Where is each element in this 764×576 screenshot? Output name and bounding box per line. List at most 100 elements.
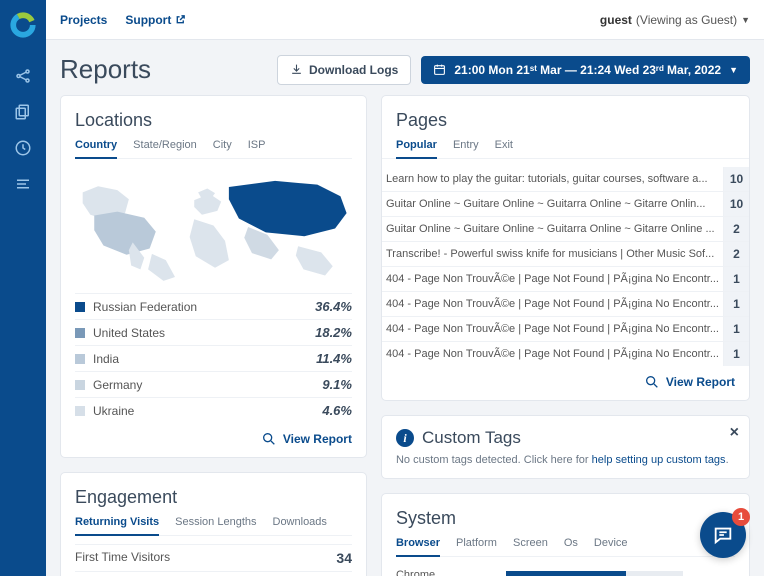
projects-link[interactable]: Projects [60,13,107,27]
app-logo[interactable] [10,12,36,38]
search-user-icon [644,374,660,390]
page-row[interactable]: 404 - Page Non TrouvÃ©e | Page Not Found… [382,317,749,342]
browser-label: Chrome [396,569,496,576]
system-title: System [396,508,735,529]
page-name: 404 - Page Non TrouvÃ©e | Page Not Found… [382,268,723,290]
location-pct: 11.4% [316,351,352,366]
date-range-text: 21:00 Mon 21ˢᵗ Mar — 21:24 Wed 23ʳᵈ Mar,… [454,63,721,77]
location-row[interactable]: Germany 9.1% [75,371,352,397]
engagement-title: Engagement [75,487,352,508]
tab-browser[interactable]: Browser [396,537,440,557]
color-swatch [75,380,85,390]
locations-panel: Locations Country State/Region City ISP [60,95,367,458]
engagement-panel: Engagement Returning Visits Session Leng… [60,472,367,576]
page-count: 10 [723,192,749,216]
tab-exit[interactable]: Exit [495,139,513,158]
location-pct: 36.4% [315,299,352,314]
nav-item-4[interactable] [0,166,46,202]
tab-returning[interactable]: Returning Visits [75,516,159,536]
world-map[interactable] [75,167,352,287]
tab-device[interactable]: Device [594,537,628,556]
custom-tags-title: Custom Tags [422,428,521,448]
page-row[interactable]: Learn how to play the guitar: tutorials,… [382,167,749,192]
location-pct: 9.1% [322,377,352,392]
nav-item-2[interactable] [0,94,46,130]
page-count: 2 [723,242,749,266]
tab-country[interactable]: Country [75,139,117,159]
page-row[interactable]: Guitar Online ~ Guitare Online ~ Guitarr… [382,217,749,242]
info-icon: i [396,429,414,447]
tab-city[interactable]: City [213,139,232,158]
browser-bar [506,571,683,576]
user-menu[interactable]: guest (Viewing as Guest) ▼ [600,13,750,27]
view-report-label: View Report [666,375,735,389]
color-swatch [75,354,85,364]
page-row[interactable]: 404 - Page Non TrouvÃ©e | Page Not Found… [382,342,749,366]
page-row[interactable]: Transcribe! - Powerful swiss knife for m… [382,242,749,267]
engagement-row: 1-5 Returning Visits0 [75,571,352,576]
color-swatch [75,406,85,416]
location-label: Russian Federation [93,300,197,314]
browser-row: Chrome [396,565,735,576]
page-row[interactable]: Guitar Online ~ Guitare Online ~ Guitarr… [382,192,749,217]
tab-popular[interactable]: Popular [396,139,437,159]
calendar-icon [433,63,446,76]
location-row[interactable]: Ukraine4.6% [75,397,352,423]
page-name: 404 - Page Non TrouvÃ©e | Page Not Found… [382,293,723,315]
tab-state[interactable]: State/Region [133,139,197,158]
page-count: 1 [723,267,749,291]
tab-sessions[interactable]: Session Lengths [175,516,256,535]
page-count: 1 [723,292,749,316]
download-logs-button[interactable]: Download Logs [277,55,411,85]
engagement-row: First Time Visitors34 [75,544,352,571]
nav-item-1[interactable] [0,58,46,94]
close-icon[interactable]: × [730,424,739,442]
location-label: United States [93,326,165,340]
custom-tags-help-link[interactable]: help setting up custom tags [592,454,726,466]
color-swatch [75,328,85,338]
pages-panel: Pages Popular Entry Exit Learn how to pl… [381,95,750,401]
chat-button[interactable]: 1 [700,512,746,558]
nav-item-3[interactable] [0,130,46,166]
pages-view-report[interactable]: View Report [382,366,749,390]
location-row[interactable]: United States18.2% [75,319,352,345]
tab-screen[interactable]: Screen [513,537,548,556]
page-name: Learn how to play the guitar: tutorials,… [382,168,723,190]
color-swatch [75,302,85,312]
tab-downloads[interactable]: Downloads [273,516,327,535]
location-pct: 4.6% [322,403,352,418]
external-link-icon [175,14,186,25]
location-label: India [93,352,119,366]
guest-paren: (Viewing as Guest) [636,13,737,27]
page-row[interactable]: 404 - Page Non TrouvÃ©e | Page Not Found… [382,267,749,292]
page-name: Guitar Online ~ Guitare Online ~ Guitarr… [382,218,723,240]
topbar: Projects Support guest (Viewing as Guest… [46,0,764,40]
location-label: Germany [93,378,142,392]
page-count: 1 [723,342,749,366]
chevron-down-icon: ▼ [741,15,750,25]
location-row[interactable]: Russian Federation 36.4% [75,293,352,319]
page-name: 404 - Page Non TrouvÃ©e | Page Not Found… [382,343,723,365]
support-label: Support [125,13,171,27]
chat-icon [712,524,734,546]
tab-platform[interactable]: Platform [456,537,497,556]
tab-entry[interactable]: Entry [453,139,479,158]
engagement-value: 34 [336,550,352,566]
custom-tags-text: No custom tags detected. Click here for [396,454,592,466]
page-count: 2 [723,217,749,241]
page-row[interactable]: 404 - Page Non TrouvÃ©e | Page Not Found… [382,292,749,317]
support-link[interactable]: Support [125,13,186,27]
chevron-down-icon: ▼ [729,65,738,75]
locations-view-report[interactable]: View Report [75,423,352,447]
search-user-icon [261,431,277,447]
page-name: Guitar Online ~ Guitare Online ~ Guitarr… [382,193,723,215]
tab-os[interactable]: Os [564,537,578,556]
guest-name: guest [600,13,632,27]
tab-isp[interactable]: ISP [248,139,266,158]
location-row[interactable]: India 11.4% [75,345,352,371]
date-range-picker[interactable]: 21:00 Mon 21ˢᵗ Mar — 21:24 Wed 23ʳᵈ Mar,… [421,56,750,84]
download-logs-label: Download Logs [309,63,398,77]
custom-tags-notice: × i Custom Tags No custom tags detected.… [381,415,750,479]
sidebar [0,0,46,576]
view-report-label: View Report [283,432,352,446]
